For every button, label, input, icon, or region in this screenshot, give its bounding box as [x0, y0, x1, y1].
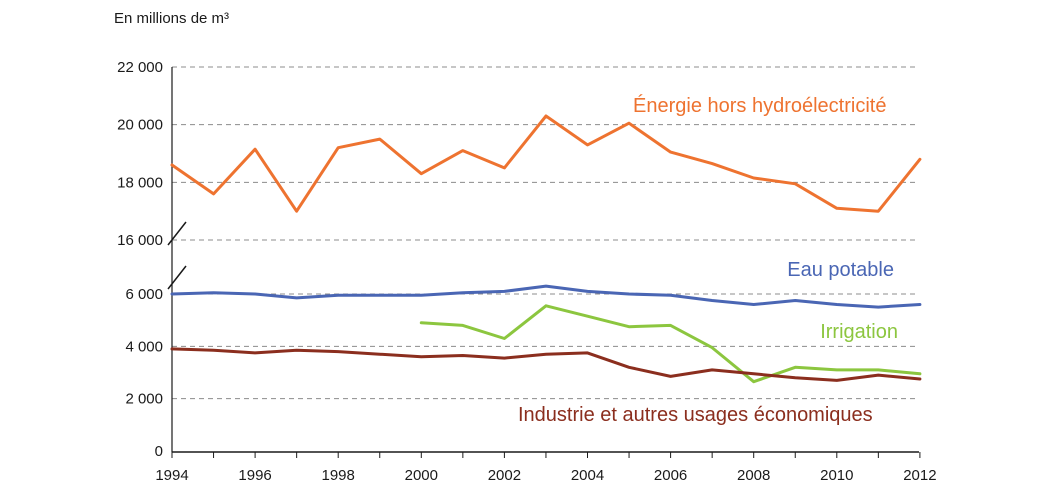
- x-tick-label: 2004: [571, 467, 604, 484]
- series-label-eau-potable: Eau potable: [787, 259, 894, 281]
- y-tick-label: 18 000: [117, 174, 163, 191]
- series-line-energie-hors-hydroelectricite: [170, 114, 922, 213]
- y-tick-label: 20 000: [117, 117, 163, 134]
- x-tick-label: 1998: [322, 467, 355, 484]
- y-tick-label: 4 000: [125, 338, 163, 355]
- axes: 22 000 20 000 18 000 16 000 6 000 4 000 2 000 0…: [117, 59, 936, 484]
- y-axis-unit-label: En millions de m³: [114, 10, 229, 27]
- y-tick-label: 22 000: [117, 59, 163, 76]
- x-tick-label: 2012: [903, 467, 936, 484]
- series-lines: [170, 114, 922, 384]
- series-line-industrie-et-autres-usages-economiques: [170, 347, 922, 382]
- series-label-energie-hors-hydroelectricite: Énergie hors hydroélectricité: [633, 94, 886, 117]
- x-tick-label: 2010: [820, 467, 853, 484]
- x-tick-label: 2002: [488, 467, 521, 484]
- grid-lines: [172, 66, 917, 400]
- y-tick-label: 0: [155, 443, 163, 460]
- x-tick-label: 2008: [737, 467, 770, 484]
- x-tick-label: 2006: [654, 467, 687, 484]
- x-tick-label: 1994: [155, 467, 188, 484]
- series-line-eau-potable: [170, 284, 922, 309]
- y-tick-label: 16 000: [117, 232, 163, 249]
- axis-break-mark: [167, 221, 187, 246]
- series-line-irrigation: [419, 304, 922, 384]
- series-label-industrie-et-autres-usages-economiques: Industrie et autres usages économiques: [518, 404, 873, 426]
- axis-break-mark: [167, 265, 187, 290]
- x-tick-label: 1996: [238, 467, 271, 484]
- x-tick-label: 2000: [405, 467, 438, 484]
- y-tick-label: 2 000: [125, 391, 163, 408]
- y-tick-label: 6 000: [125, 286, 163, 303]
- series-labels: Énergie hors hydroélectricité Eau potable…: [518, 94, 898, 426]
- series-label-irrigation: Irrigation: [820, 321, 898, 343]
